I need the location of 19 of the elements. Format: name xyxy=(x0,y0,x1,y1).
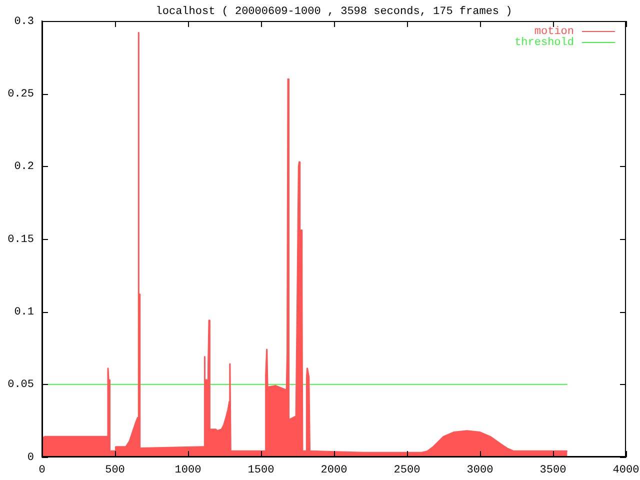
x-tick-label: 0 xyxy=(38,464,46,477)
x-tick-label: 2500 xyxy=(394,464,420,477)
x-tick-label: 3500 xyxy=(540,464,566,477)
x-tick-label: 1000 xyxy=(174,464,202,477)
x-tick-label: 2000 xyxy=(320,464,348,477)
x-tick-label: 3000 xyxy=(466,464,494,477)
x-tick-label: 500 xyxy=(105,464,125,477)
x-tick-label: 1500 xyxy=(248,464,274,477)
y-tick-label: 0.3 xyxy=(14,16,34,28)
legend-label: threshold xyxy=(514,36,574,49)
y-tick-label: 0.05 xyxy=(8,379,34,392)
x-tick-label: 4000 xyxy=(612,464,640,477)
y-tick-label: 0.15 xyxy=(8,234,34,246)
y-tick-label: 0 xyxy=(27,452,34,464)
y-tick-label: 0.1 xyxy=(14,306,34,319)
chart-title: localhost ( 20000609-1000 , 3598 seconds, 175 frames ) xyxy=(156,6,512,18)
y-tick-label: 0.2 xyxy=(14,161,34,174)
y-tick-label: 0.25 xyxy=(8,88,34,101)
legend-label: motion xyxy=(534,26,574,38)
